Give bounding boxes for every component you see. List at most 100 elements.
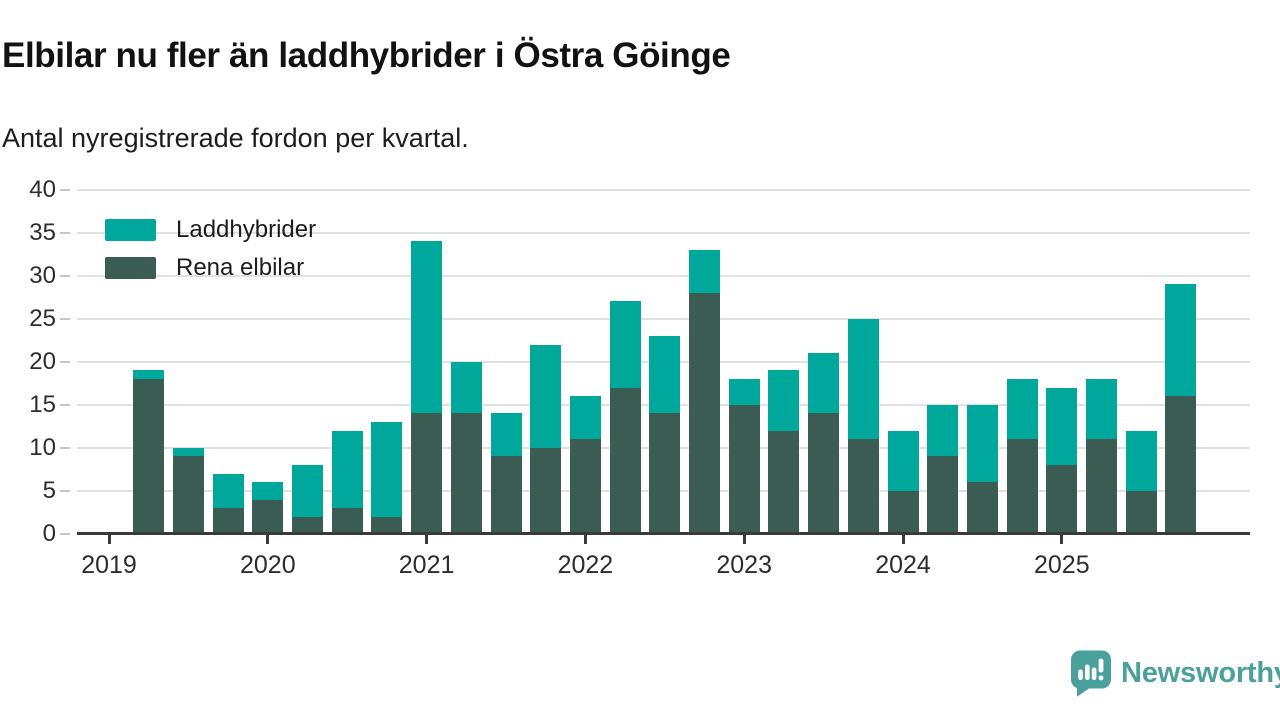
newsworthy-branding: Newsworthy: [1070, 650, 1280, 697]
legend-swatch-laddhybrider: [105, 219, 156, 241]
legend-item-laddhybrider: Laddhybrider: [105, 216, 317, 243]
bar-segment-rena-elbilar: [1165, 396, 1196, 533]
x-axis-tick: [425, 535, 429, 544]
x-axis-tick: [901, 535, 905, 544]
bar-segment-laddhybrider: [689, 250, 720, 293]
y-axis-tick: [60, 360, 70, 363]
bar-segment-rena-elbilar: [808, 413, 839, 533]
bar-segment-laddhybrider: [848, 319, 879, 439]
bar-segment-laddhybrider: [173, 448, 204, 456]
page-subtitle: Antal nyregistrerade fordon per kvartal.: [2, 123, 469, 153]
newsworthy-logo-icon: [1070, 650, 1111, 697]
gridline: [77, 317, 1250, 320]
x-axis-label: 2019: [81, 551, 137, 579]
bar-segment-rena-elbilar: [332, 508, 363, 533]
y-axis-label: 40: [29, 175, 56, 203]
y-axis-label: 30: [29, 261, 56, 289]
x-axis-label: 2021: [398, 551, 455, 579]
bar-segment-laddhybrider: [292, 465, 323, 517]
bar-segment-rena-elbilar: [610, 388, 641, 533]
y-axis-label: 15: [29, 390, 56, 418]
bar-segment-laddhybrider: [729, 379, 760, 405]
x-axis-line: [77, 532, 1250, 535]
y-axis-label: 25: [29, 304, 56, 332]
bar-segment-rena-elbilar: [1007, 439, 1038, 533]
newsworthy-wordmark: Newsworthy: [1121, 657, 1280, 689]
y-axis-tick: [60, 489, 70, 492]
bar-segment-rena-elbilar: [848, 439, 879, 533]
bar-segment-rena-elbilar: [768, 431, 799, 533]
bar-segment-laddhybrider: [371, 422, 402, 517]
x-axis-tick: [266, 535, 270, 544]
bar-segment-laddhybrider: [1126, 431, 1157, 491]
y-axis-tick: [60, 403, 70, 406]
bar-segment-laddhybrider: [888, 431, 919, 491]
bar-segment-rena-elbilar: [729, 405, 760, 533]
gridline: [77, 231, 1250, 234]
x-axis-label: 2022: [557, 551, 614, 579]
legend-swatch-rena-elbilar: [105, 257, 156, 279]
y-axis-label: 20: [29, 347, 56, 375]
bar-segment-rena-elbilar: [411, 413, 442, 533]
bar-segment-rena-elbilar: [649, 413, 680, 533]
bar-segment-rena-elbilar: [1046, 465, 1077, 533]
bar-segment-rena-elbilar: [1126, 491, 1157, 533]
bar-segment-rena-elbilar: [213, 508, 244, 533]
bar-segment-rena-elbilar: [451, 413, 482, 533]
x-axis-label: 2020: [239, 551, 296, 579]
bar-segment-laddhybrider: [530, 345, 561, 448]
y-axis-tick: [60, 274, 70, 277]
y-axis-label: 10: [29, 433, 56, 461]
x-axis-tick: [107, 535, 111, 544]
bar-segment-laddhybrider: [927, 405, 958, 456]
bar-segment-laddhybrider: [967, 405, 998, 482]
y-axis-tick: [60, 188, 70, 191]
bar-segment-rena-elbilar: [888, 491, 919, 533]
bar-segment-laddhybrider: [332, 431, 363, 508]
bar-segment-rena-elbilar: [133, 379, 164, 533]
x-axis-label: 2024: [875, 551, 931, 579]
x-axis-label: 2023: [716, 551, 772, 579]
bar-segment-laddhybrider: [1165, 284, 1196, 396]
bar-segment-laddhybrider: [411, 241, 442, 413]
bar-segment-laddhybrider: [213, 474, 244, 508]
x-axis-label: 2025: [1033, 551, 1090, 579]
x-axis-tick: [1060, 535, 1064, 544]
y-axis-label: 5: [42, 476, 56, 504]
bar-segment-laddhybrider: [1007, 379, 1038, 439]
y-axis-tick: [60, 317, 70, 320]
y-axis-tick: [60, 533, 70, 535]
y-axis-label: 35: [29, 218, 56, 246]
bar-segment-laddhybrider: [610, 301, 641, 388]
bar-segment-rena-elbilar: [570, 439, 601, 533]
bar-segment-laddhybrider: [649, 336, 680, 413]
bar-segment-rena-elbilar: [173, 456, 204, 533]
bar-segment-rena-elbilar: [252, 500, 283, 533]
legend-label: Laddhybrider: [176, 216, 317, 243]
legend-item-rena-elbilar: Rena elbilar: [105, 254, 316, 281]
bar-segment-laddhybrider: [570, 396, 601, 439]
bar-segment-laddhybrider: [252, 482, 283, 500]
bar-segment-laddhybrider: [451, 362, 482, 413]
bar-segment-laddhybrider: [491, 413, 522, 456]
x-axis-tick: [742, 535, 746, 544]
chart-plot-area: 0 5 10 15 20 25 30 35 40 2019 2020 2021 2022 2023 2024…: [29, 175, 1250, 579]
bar-segment-rena-elbilar: [491, 456, 522, 533]
y-axis-tick: [60, 231, 70, 234]
chart-legend: Laddhybrider Rena elbilar: [105, 216, 317, 295]
x-axis-tick: [583, 535, 587, 544]
bar-segment-laddhybrider: [1086, 379, 1117, 439]
bar-segment-laddhybrider: [768, 370, 799, 431]
bar-segment-rena-elbilar: [371, 517, 402, 533]
legend-label: Rena elbilar: [176, 254, 305, 281]
bar-segment-rena-elbilar: [689, 293, 720, 533]
bar-segment-rena-elbilar: [530, 448, 561, 533]
bar-segment-rena-elbilar: [967, 482, 998, 533]
bar-segment-laddhybrider: [1046, 388, 1077, 465]
gridline: [77, 188, 1250, 191]
y-axis-label: 0: [42, 520, 56, 547]
page-title: Elbilar nu fler än laddhybrider i Östra …: [2, 36, 731, 75]
bar-segment-laddhybrider: [808, 353, 839, 413]
y-axis-tick: [60, 446, 70, 449]
